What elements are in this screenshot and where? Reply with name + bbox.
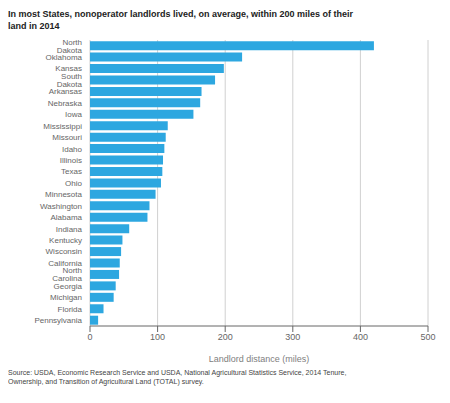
svg-text:Mississippi: Mississippi	[43, 122, 82, 131]
svg-text:Illinois: Illinois	[60, 156, 82, 165]
svg-text:300: 300	[285, 332, 300, 342]
svg-text:Michigan: Michigan	[50, 293, 82, 302]
svg-text:Georgia: Georgia	[54, 282, 83, 291]
html-text:South: South	[61, 71, 82, 81]
svg-text:100: 100	[150, 332, 165, 342]
html-text:In most States, nonoperator la: In most States, nonoperator landlords li…	[8, 9, 354, 31]
svg-text:0: 0	[87, 332, 92, 342]
svg-text:Iowa: Iowa	[65, 110, 82, 119]
svg-text:400: 400	[353, 332, 368, 342]
svg-text:Oklahoma: Oklahoma	[46, 53, 83, 62]
svg-text:California: California	[48, 258, 82, 268]
svg-text:Washington: Washington	[40, 202, 82, 211]
svg-text:Alabama: Alabama	[50, 213, 82, 222]
svg-text:Idaho: Idaho	[62, 145, 83, 154]
svg-text:NorthCarolina: NorthCarolina	[52, 266, 82, 283]
svg-text:Texas: Texas	[61, 167, 82, 176]
html-text:Dakota: Dakota	[56, 79, 82, 89]
svg-text:Indiana: Indiana	[56, 225, 83, 234]
svg-text:Minnesota: Minnesota	[45, 190, 82, 199]
svg-text:Kentucky: Kentucky	[49, 236, 82, 245]
svg-text:Arkansas: Arkansas	[49, 87, 82, 96]
svg-text:500: 500	[420, 332, 435, 342]
svg-text:Florida: Florida	[58, 305, 83, 314]
svg-text:Wisconsin: Wisconsin	[46, 247, 82, 256]
svg-text:200: 200	[218, 332, 233, 342]
svg-text:Pennsylvania: Pennsylvania	[34, 316, 82, 325]
svg-text:Kansas: Kansas	[55, 64, 82, 74]
svg-text:Ohio: Ohio	[65, 179, 82, 188]
svg-text:Missouri: Missouri	[52, 133, 82, 142]
html-text:Source: USDA, Economic Researc: Source: USDA, Economic Research Service …	[8, 369, 347, 385]
svg-text:Nebraska: Nebraska	[48, 99, 83, 108]
svg-text:NorthDakota: NorthDakota	[57, 38, 83, 55]
svg-text:Landlord distance (miles): Landlord distance (miles)	[209, 354, 310, 364]
